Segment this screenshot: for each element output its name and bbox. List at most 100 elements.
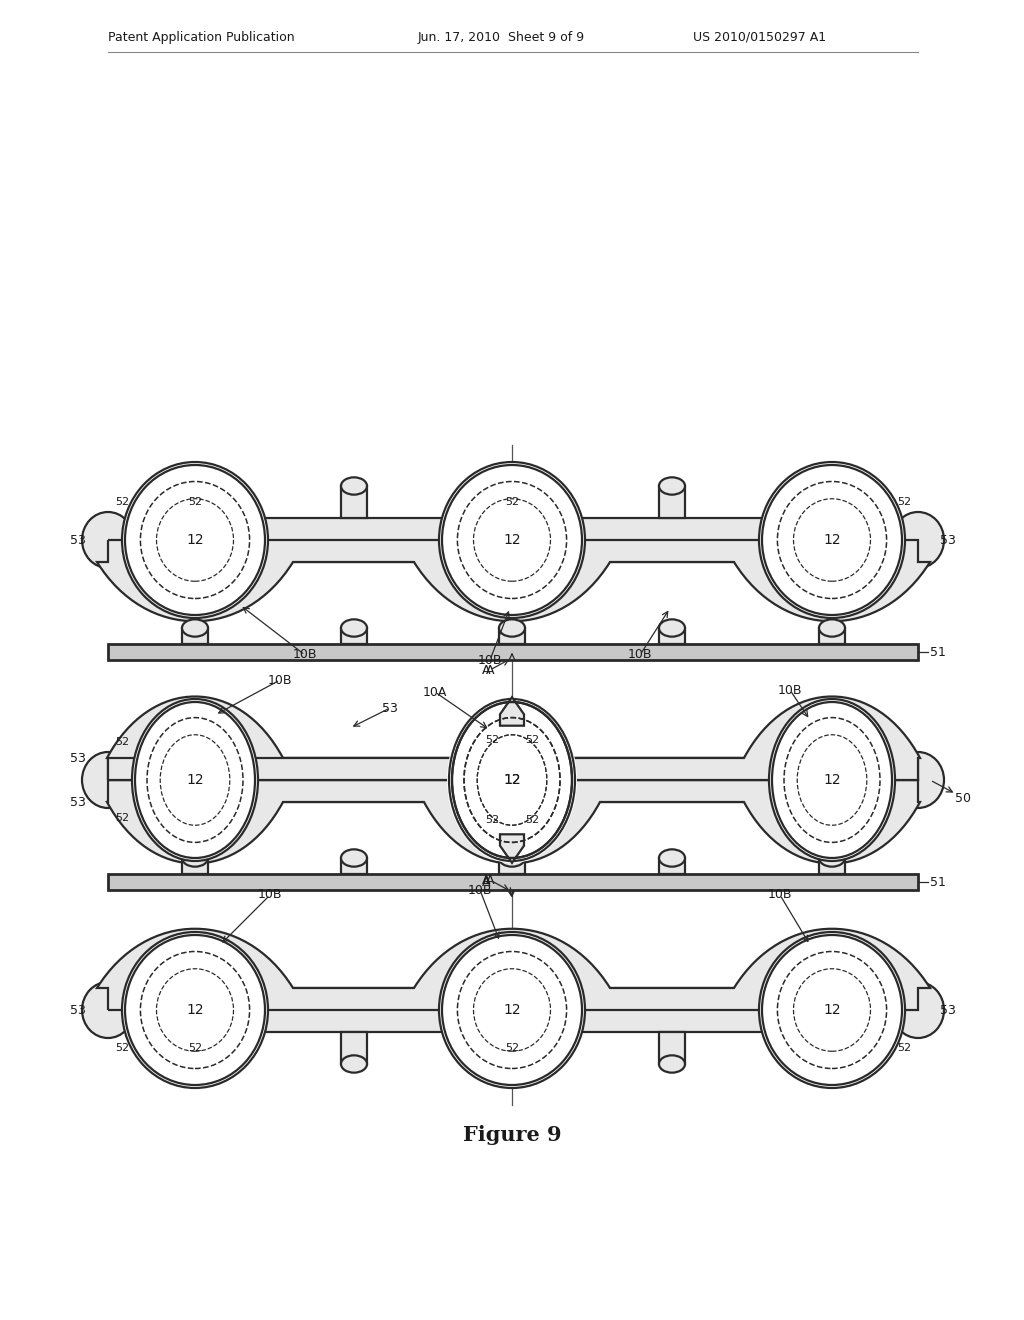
Text: 10B: 10B (258, 888, 283, 902)
Bar (182, 1032, 208, 1064)
Ellipse shape (516, 718, 538, 734)
Ellipse shape (486, 718, 508, 734)
Bar (182, 486, 208, 517)
Ellipse shape (759, 462, 905, 618)
Text: 52: 52 (485, 735, 499, 744)
Ellipse shape (819, 825, 845, 842)
Ellipse shape (819, 1055, 845, 1073)
Text: 12: 12 (823, 774, 841, 787)
Bar (182, 628, 208, 644)
Text: 10B: 10B (293, 648, 317, 661)
Ellipse shape (439, 462, 585, 618)
Text: A: A (485, 664, 495, 676)
Text: 52: 52 (525, 735, 539, 744)
Ellipse shape (892, 512, 944, 568)
Ellipse shape (182, 825, 208, 842)
Bar (819, 486, 845, 517)
PathPatch shape (108, 697, 920, 780)
Ellipse shape (819, 478, 845, 495)
Bar (486, 726, 508, 758)
Ellipse shape (819, 619, 845, 636)
Bar (659, 486, 685, 517)
Ellipse shape (659, 478, 685, 495)
Text: 10B: 10B (778, 684, 802, 697)
Text: A: A (485, 874, 495, 887)
Ellipse shape (892, 752, 944, 808)
Text: 53: 53 (70, 1003, 86, 1016)
Ellipse shape (182, 849, 208, 867)
Ellipse shape (486, 826, 508, 841)
Ellipse shape (499, 1055, 525, 1073)
Text: 52: 52 (485, 814, 499, 825)
Ellipse shape (341, 619, 367, 636)
Bar (499, 486, 525, 517)
Text: 52: 52 (505, 1043, 519, 1053)
Bar (659, 858, 685, 874)
Ellipse shape (499, 717, 525, 735)
Text: 53: 53 (382, 701, 398, 714)
Text: 52: 52 (115, 813, 129, 822)
Ellipse shape (447, 697, 577, 863)
Bar (341, 486, 367, 517)
Bar (341, 1032, 367, 1064)
Ellipse shape (341, 849, 367, 867)
Ellipse shape (182, 1055, 208, 1073)
Bar (819, 726, 845, 758)
Text: 52: 52 (115, 737, 129, 747)
Text: 12: 12 (186, 533, 204, 546)
Bar (819, 628, 845, 644)
Text: 12: 12 (186, 1003, 204, 1016)
Bar (108, 644, 918, 660)
Ellipse shape (449, 700, 575, 861)
Ellipse shape (819, 849, 845, 867)
Ellipse shape (499, 619, 525, 636)
Text: 12: 12 (823, 1003, 841, 1016)
Text: 52: 52 (897, 1043, 911, 1053)
Ellipse shape (499, 849, 525, 867)
Text: 10B: 10B (628, 648, 652, 661)
Ellipse shape (659, 849, 685, 867)
Text: 10B: 10B (267, 673, 292, 686)
Text: 12: 12 (503, 1003, 521, 1016)
Ellipse shape (182, 619, 208, 636)
Bar (108, 517, 918, 562)
Bar (499, 1032, 525, 1064)
Bar (499, 858, 525, 874)
Ellipse shape (499, 478, 525, 495)
Text: 52: 52 (115, 1043, 129, 1053)
Bar (499, 628, 525, 644)
Polygon shape (500, 697, 524, 726)
PathPatch shape (97, 929, 930, 1010)
Text: Jun. 17, 2010  Sheet 9 of 9: Jun. 17, 2010 Sheet 9 of 9 (418, 30, 585, 44)
Text: 52: 52 (897, 498, 911, 507)
Text: 10B: 10B (468, 883, 493, 896)
Ellipse shape (341, 478, 367, 495)
Text: 53: 53 (70, 796, 86, 808)
Text: A: A (481, 875, 490, 888)
Ellipse shape (892, 982, 944, 1038)
Ellipse shape (449, 700, 575, 861)
Bar (341, 858, 367, 874)
Ellipse shape (439, 932, 585, 1088)
Ellipse shape (82, 982, 134, 1038)
Text: 51: 51 (930, 875, 946, 888)
Bar (819, 1032, 845, 1064)
Text: A: A (481, 664, 490, 676)
Text: 53: 53 (70, 751, 86, 764)
Text: 52: 52 (188, 1043, 202, 1053)
Text: 50: 50 (955, 792, 971, 804)
Ellipse shape (499, 825, 525, 842)
Text: 53: 53 (940, 1003, 956, 1016)
Text: 12: 12 (823, 533, 841, 546)
PathPatch shape (106, 697, 918, 780)
Bar (659, 1032, 685, 1064)
Ellipse shape (122, 932, 268, 1088)
Bar (108, 987, 918, 1032)
Text: 10B: 10B (478, 653, 502, 667)
Bar (182, 726, 208, 758)
Ellipse shape (516, 826, 538, 841)
Bar (108, 874, 918, 890)
PathPatch shape (97, 540, 930, 622)
Bar (486, 803, 508, 834)
Ellipse shape (182, 717, 208, 735)
